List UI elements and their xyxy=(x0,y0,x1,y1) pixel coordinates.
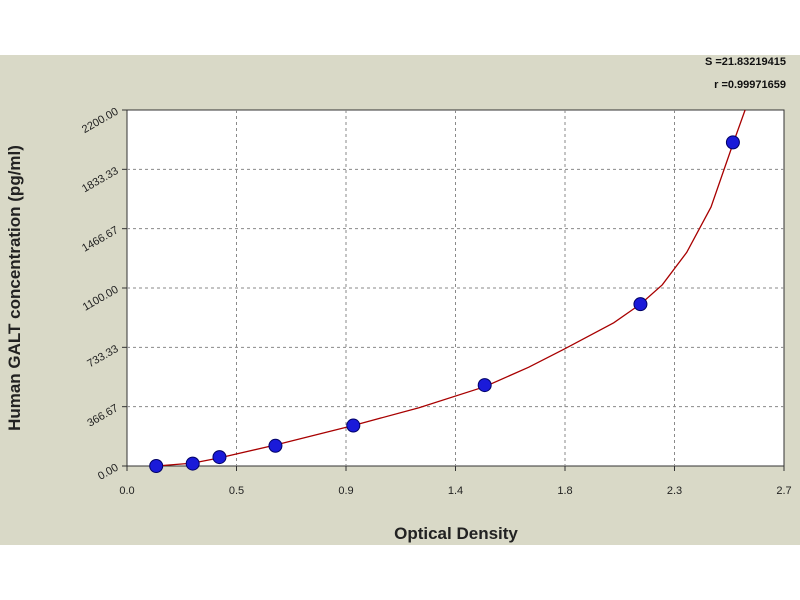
y-tick-label: 1833.33 xyxy=(80,165,120,195)
x-tick-label: 0.5 xyxy=(229,485,244,497)
data-point xyxy=(725,135,740,150)
data-point xyxy=(346,418,361,433)
x-tick-label: 1.8 xyxy=(557,485,572,497)
x-axis-title: Optical Density xyxy=(394,524,518,543)
y-tick-label: 1100.00 xyxy=(81,284,121,314)
y-axis-title: Human GALT concentration (pg/ml) xyxy=(5,145,24,431)
y-tick-labels: 0.00 366.67 733.33 1100.00 1466.67 1833.33 220… xyxy=(80,106,120,483)
fit-curve xyxy=(156,109,746,467)
data-point xyxy=(212,450,227,465)
y-tick-label: 1466.67 xyxy=(80,224,120,254)
data-point xyxy=(268,438,283,453)
y-tick-label: 0.00 xyxy=(96,462,121,483)
data-point xyxy=(185,456,200,471)
x-tick-label: 0.9 xyxy=(338,485,353,497)
x-tick-labels: 0.0 0.5 0.9 1.4 1.8 2.3 2.7 xyxy=(119,485,791,497)
tick-marks xyxy=(122,109,785,471)
stat-r-value: r =0.99971659 xyxy=(714,79,786,91)
data-point xyxy=(477,378,492,393)
y-tick-label: 733.33 xyxy=(85,343,120,370)
x-tick-label: 2.3 xyxy=(667,485,682,497)
data-point xyxy=(149,459,164,473)
x-tick-label: 0.0 xyxy=(119,485,134,497)
x-tick-label: 1.4 xyxy=(448,485,463,497)
stat-s-value: S =21.83219415 xyxy=(705,56,786,68)
x-tick-label: 2.7 xyxy=(776,485,791,497)
data-point xyxy=(633,297,648,312)
y-tick-label: 366.67 xyxy=(85,402,120,429)
data-points xyxy=(149,135,740,473)
y-tick-label: 2200.00 xyxy=(80,106,120,136)
chart-figure: 0.0 0.5 0.9 1.4 1.8 2.3 2.7 0.00 366.67 733.33 11… xyxy=(0,55,800,545)
calibration-chart: 0.0 0.5 0.9 1.4 1.8 2.3 2.7 0.00 366.67 733.33 11… xyxy=(5,56,792,543)
grid-lines xyxy=(127,110,784,466)
